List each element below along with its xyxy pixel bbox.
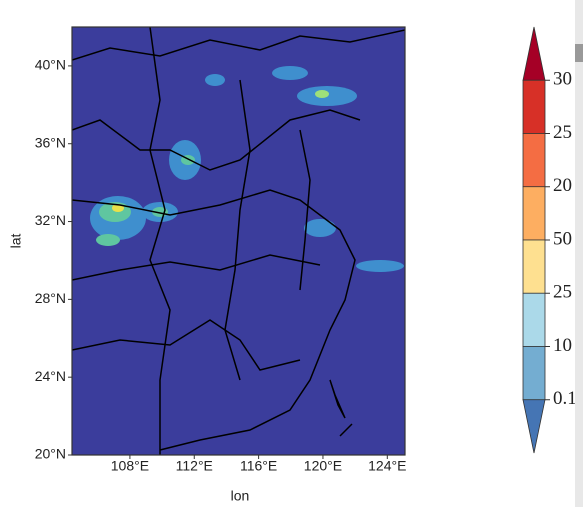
x-tick-label: 112°E bbox=[176, 458, 213, 474]
y-tick-label: 36°N bbox=[35, 134, 66, 150]
y-tick-label: 28°N bbox=[35, 290, 66, 306]
colorbar-label: 25 bbox=[553, 282, 572, 303]
colorbar-label: 50 bbox=[553, 228, 572, 249]
x-tick-label: 116°E bbox=[240, 458, 277, 474]
colorbar-segment bbox=[522, 79, 546, 134]
colorbar-label: 25 bbox=[553, 122, 572, 143]
colorbar-label: 30 bbox=[553, 69, 572, 90]
map-area bbox=[72, 27, 405, 455]
y-tick-label: 24°N bbox=[35, 368, 66, 384]
colorbar-segment bbox=[522, 133, 546, 188]
window-edge bbox=[575, 0, 583, 507]
y-tick-label: 32°N bbox=[35, 212, 66, 228]
colorbar-segment bbox=[522, 26, 546, 81]
y-tick-label: 20°N bbox=[35, 446, 66, 462]
y-axis-label: lat bbox=[8, 234, 24, 249]
x-tick-label: 120°E bbox=[304, 458, 342, 474]
colorbar-segment bbox=[522, 239, 546, 294]
x-tick-label: 124°E bbox=[368, 458, 406, 474]
precip-field bbox=[72, 27, 405, 455]
colorbar-label: 20 bbox=[553, 175, 572, 196]
colorbar-segment bbox=[522, 399, 546, 454]
colorbar-label: 0.1 bbox=[553, 388, 577, 409]
map-frame bbox=[71, 26, 406, 456]
colorbar-segment bbox=[522, 186, 546, 241]
colorbar: 30 25 20 50 25 10 0.1 bbox=[522, 26, 577, 454]
y-tick-label: 40°N bbox=[35, 57, 66, 73]
colorbar-segment bbox=[522, 346, 546, 401]
x-tick-label: 108°E bbox=[111, 458, 149, 474]
window-button bbox=[575, 44, 583, 62]
colorbar-label: 10 bbox=[553, 335, 572, 356]
x-axis-label: lon bbox=[231, 488, 250, 504]
colorbar-segment bbox=[522, 292, 546, 347]
